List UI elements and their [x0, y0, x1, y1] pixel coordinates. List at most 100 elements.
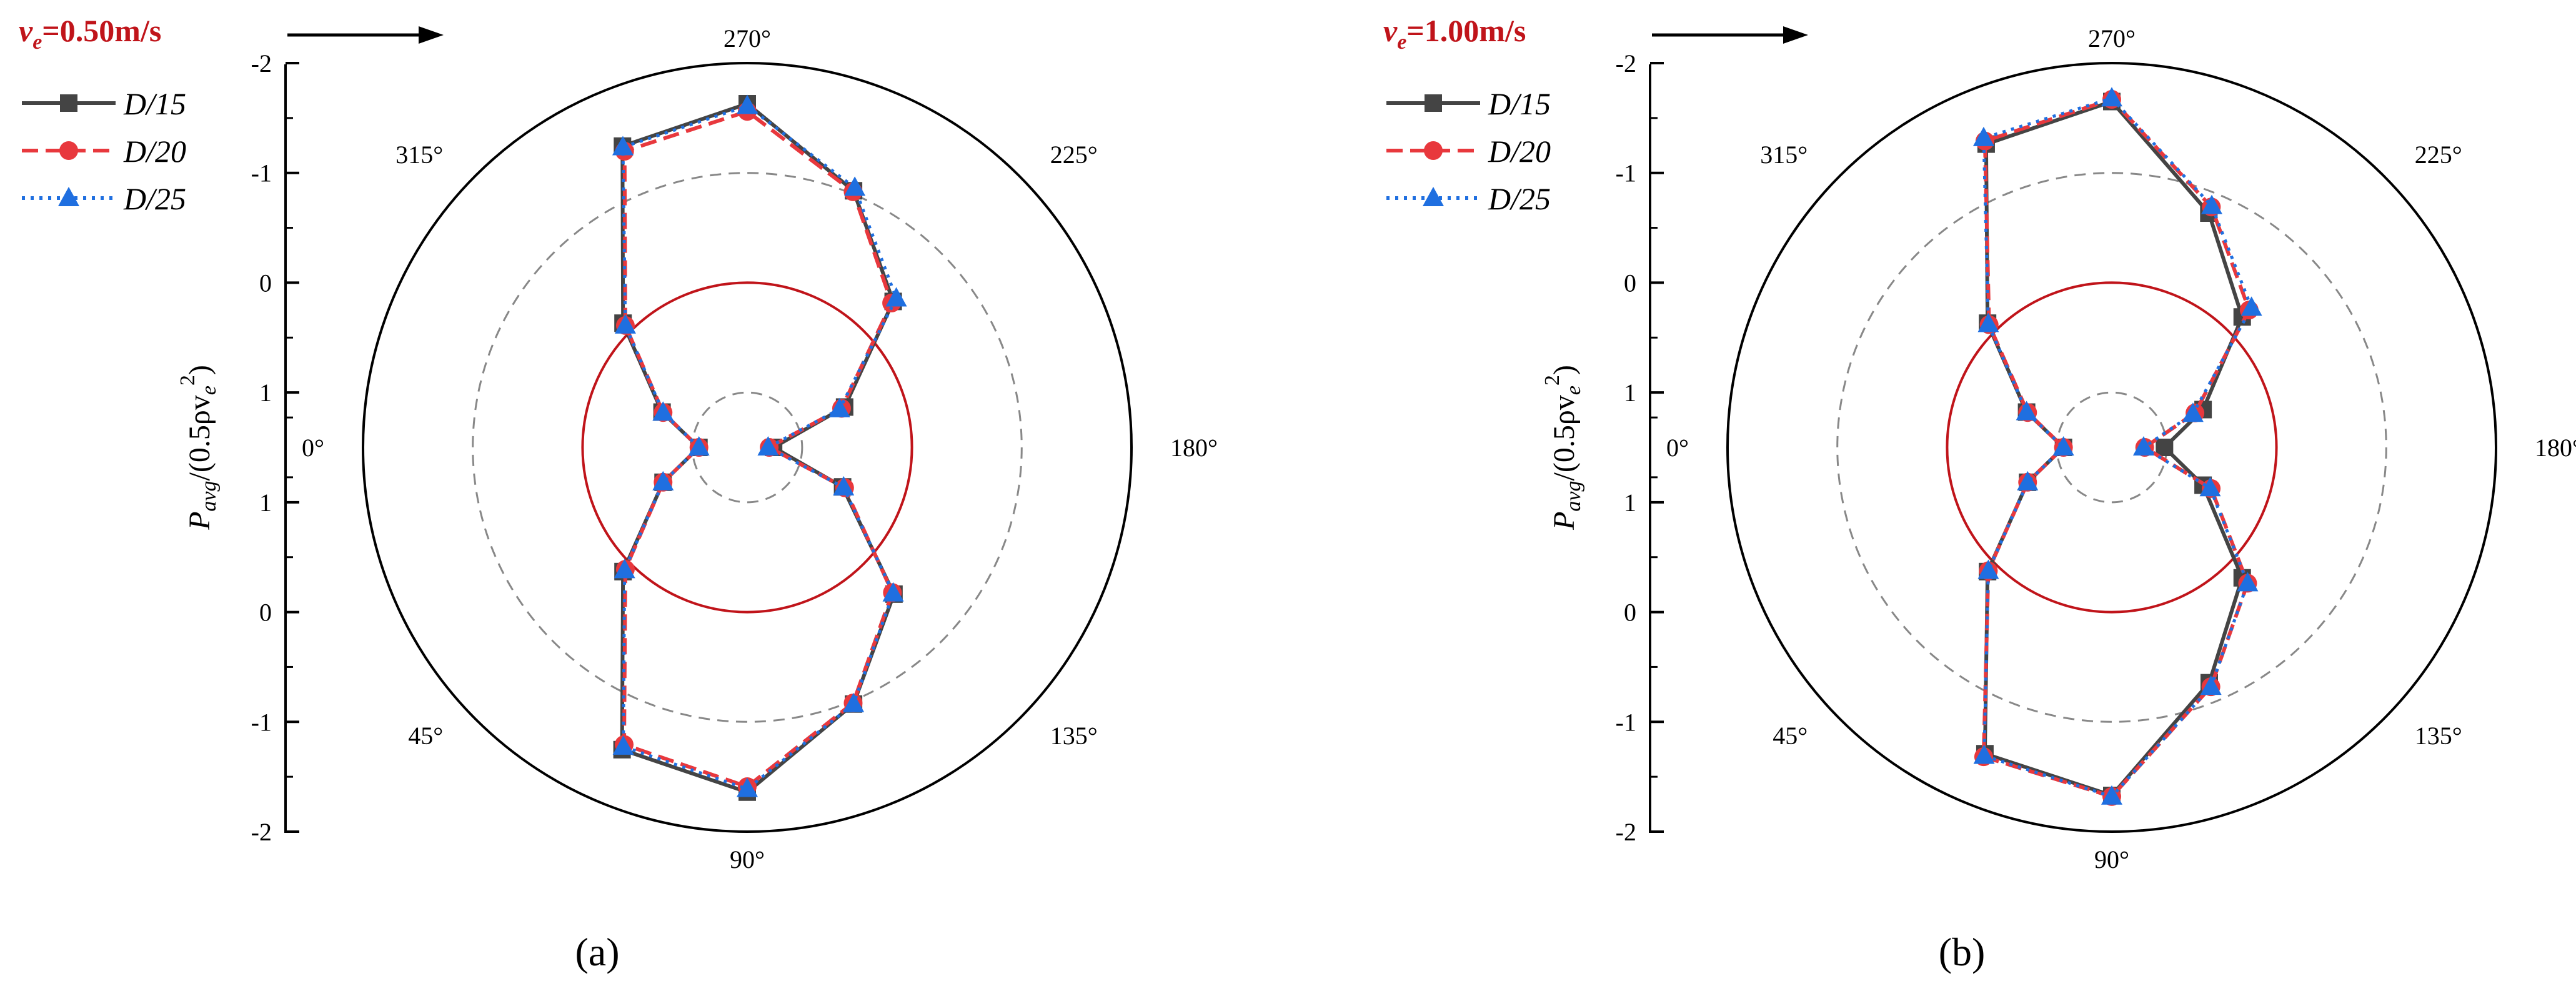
series-D-15 — [613, 95, 903, 801]
series-line — [620, 102, 896, 794]
series-D-25 — [1972, 87, 2262, 805]
legend-label: D/25 — [123, 181, 186, 216]
legend-label: D/15 — [1488, 86, 1551, 121]
radial-tick-label: -2 — [251, 818, 272, 846]
y-axis-label: Pavg/(0.5ρve2) — [176, 365, 221, 530]
radial-tick-label: 0 — [1624, 269, 1636, 297]
dashed-circle-0 — [472, 172, 1023, 723]
triangle-marker — [2101, 785, 2122, 805]
legend-label: D/15 — [123, 86, 186, 121]
radial-tick-label: -1 — [1616, 708, 1636, 736]
triangle-marker — [2237, 572, 2259, 592]
radial-tick-label: -1 — [251, 708, 272, 736]
series-D-20 — [1974, 89, 2259, 806]
angle-label: 315° — [395, 141, 443, 169]
outer-circle — [362, 62, 1133, 833]
chart-panel-b: -2 -1 0 1 1 0 -1 -2 0° 45° 90° 135° 180° 225° 270° 315°… — [1383, 13, 2576, 974]
angle-label: 135° — [2415, 722, 2462, 750]
triangle-marker — [1973, 744, 1995, 764]
triangle-marker — [2182, 402, 2204, 422]
circle-marker — [1424, 141, 1443, 160]
square-marker — [1425, 94, 1442, 112]
triangle-marker — [614, 314, 636, 334]
square-marker — [2156, 439, 2174, 456]
triangle-marker — [1423, 187, 1444, 206]
series-line — [621, 104, 898, 790]
triangle-marker — [757, 436, 779, 456]
radial-tick-label: 0 — [1624, 599, 1636, 627]
outer-circle — [1726, 62, 2497, 833]
angle-label: 270° — [2088, 24, 2136, 52]
zero-circle — [1946, 281, 2278, 614]
angle-label: 0° — [302, 434, 324, 462]
flow-arrow-head — [1783, 26, 1808, 44]
zero-circle — [581, 281, 913, 614]
legend-label: D/20 — [123, 134, 186, 169]
triangle-marker — [614, 559, 635, 579]
radial-tick-label: 0 — [259, 269, 272, 297]
angle-label: 225° — [2415, 141, 2462, 169]
triangle-marker — [844, 176, 866, 196]
triangle-marker — [612, 735, 634, 755]
triangle-marker — [1977, 559, 1999, 579]
radial-tick-label: -1 — [251, 159, 272, 187]
chart-panel-a: -2 -1 0 1 1 0 -1 -2 0° 45° 90° 135° 180° 225° 270° 315°… — [19, 13, 1218, 974]
triangle-marker — [612, 136, 634, 156]
velocity-annotation: ve=0.50m/s — [19, 13, 161, 54]
triangle-marker — [652, 471, 674, 491]
triangle-marker — [1972, 126, 1994, 146]
radial-tick-label: 1 — [1624, 489, 1636, 517]
series-D-25 — [612, 94, 907, 797]
triangle-marker — [2132, 436, 2154, 456]
angle-label: 315° — [1760, 141, 1808, 169]
triangle-marker — [882, 582, 904, 602]
legend-label: D/20 — [1488, 134, 1551, 169]
triangle-marker — [1977, 312, 1999, 332]
triangle-marker — [688, 436, 710, 456]
angle-label: 45° — [1773, 722, 1808, 750]
legend-label: D/25 — [1488, 181, 1551, 216]
radial-tick-label: 1 — [259, 489, 272, 517]
radial-tick-label: 1 — [1624, 379, 1636, 407]
triangle-marker — [737, 777, 758, 797]
radial-tick-label: -2 — [1616, 818, 1636, 846]
triangle-marker — [652, 401, 674, 421]
triangle-marker — [2052, 436, 2074, 456]
triangle-marker — [2240, 296, 2262, 316]
dashed-circle-0 — [1836, 172, 2387, 723]
velocity-annotation: ve=1.00m/s — [1383, 13, 1526, 54]
triangle-marker — [58, 187, 79, 206]
flow-arrow-head — [419, 26, 444, 44]
panel-label: (a) — [575, 930, 619, 974]
radial-tick-label: -1 — [1616, 159, 1636, 187]
triangle-marker — [2017, 471, 2039, 491]
angle-label: 135° — [1050, 722, 1098, 750]
dashed-circle-1 — [691, 391, 803, 504]
triangle-marker — [2101, 87, 2122, 107]
triangle-marker — [2200, 675, 2222, 695]
circle-marker — [59, 141, 78, 160]
angle-label: 225° — [1050, 141, 1098, 169]
angle-label: 270° — [724, 24, 771, 52]
angle-label: 180° — [2535, 434, 2576, 462]
angle-label: 180° — [1170, 434, 1218, 462]
y-axis-label: Pavg/(0.5ρve2) — [1541, 365, 1585, 530]
triangle-marker — [828, 397, 850, 417]
radial-tick-label: -2 — [251, 49, 272, 77]
triangle-marker — [2201, 194, 2223, 214]
triangle-marker — [843, 692, 865, 712]
triangle-marker — [833, 476, 855, 495]
triangle-marker — [2199, 477, 2221, 497]
radial-tick-label: 0 — [259, 599, 272, 627]
triangle-marker — [885, 287, 907, 307]
square-marker — [60, 94, 77, 112]
radial-tick-label: 1 — [259, 379, 272, 407]
angle-label: 90° — [730, 845, 765, 874]
radial-tick-label: -2 — [1616, 49, 1636, 77]
series-line — [622, 109, 895, 789]
angle-label: 45° — [408, 722, 443, 750]
triangle-marker — [737, 94, 758, 114]
angle-label: 90° — [2094, 845, 2129, 874]
panel-label: (b) — [1939, 930, 1986, 974]
